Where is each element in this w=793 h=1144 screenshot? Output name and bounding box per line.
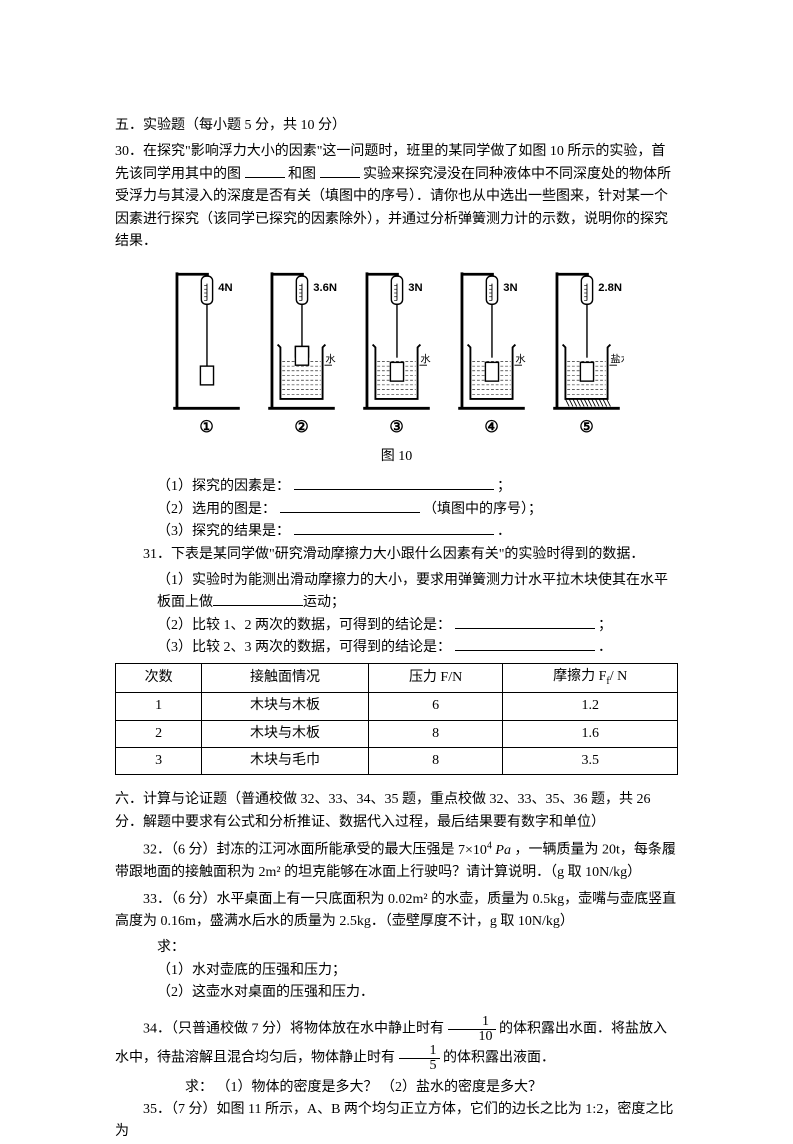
q31-sub1-b: 运动； <box>303 595 345 610</box>
table-cell: 8 <box>368 720 503 747</box>
table-cell: 6 <box>368 693 503 720</box>
q31-sub2-blank <box>455 615 595 629</box>
q34-frac-1: 110 <box>448 1015 496 1044</box>
q30-sub3: （3）探究的结果是： ． <box>115 521 678 543</box>
q30-mid1: 和图 <box>288 167 316 182</box>
table-header: 接触面情况 <box>202 664 369 693</box>
figure-10-item-4: 3N 水 ④ <box>454 263 529 441</box>
table-cell: 1.2 <box>503 693 678 720</box>
figure-number-5: ⑤ <box>579 415 593 441</box>
q30-sub1-text: （1）探究的因素是： <box>157 479 290 494</box>
svg-text:3N: 3N <box>503 282 517 294</box>
figure-10-item-5: 2.8N 盐水 ⑤ <box>549 263 624 441</box>
svg-text:3.6N: 3.6N <box>313 282 337 294</box>
q30-sub2-blank <box>280 499 420 513</box>
q31-sub2: （2）比较 1、2 两次的数据，可得到的结论是： ； <box>115 615 678 637</box>
table-cell: 8 <box>368 748 503 775</box>
q31-sub2-end: ； <box>598 618 612 633</box>
svg-text:2.8N: 2.8N <box>598 282 622 294</box>
table-cell: 1 <box>116 693 202 720</box>
figure-10-item-2: 3.6N 水 ② <box>264 263 339 441</box>
table-header-row: 次数接触面情况压力 F/N摩擦力 Ff/ N <box>116 664 678 693</box>
q30-sub3-blank <box>294 521 494 535</box>
figure-number-4: ④ <box>484 415 498 441</box>
question-34: 34．（只普通校做 7 分）将物体放在水中静止时有 110 的体积露出水面．将盐… <box>115 1015 678 1073</box>
q30-sub1-blank <box>294 476 494 490</box>
figure-10-container: 4N ① 3.6N 水 ② 3N 水 ③ 3N 水 ④ 2.8N 盐水 ⑤ <box>115 263 678 441</box>
figure-number-3: ③ <box>389 415 403 441</box>
q34-f2-num: 1 <box>399 1044 440 1059</box>
figure-number-2: ② <box>294 415 308 441</box>
table-cell: 1.6 <box>503 720 678 747</box>
apparatus-svg-5: 2.8N 盐水 <box>549 263 624 413</box>
q34-f2-den: 5 <box>399 1059 440 1073</box>
figure-number-1: ① <box>199 415 213 441</box>
section-5-title: 五．实验题（每小题 5 分，共 10 分） <box>115 115 678 137</box>
table-header: 压力 F/N <box>368 664 503 693</box>
q32-formula: 7×104 Pa <box>458 843 511 858</box>
q32-text-a: 32．（6 分）封冻的江河冰面所能承受的最大压强是 <box>143 843 455 858</box>
q31-sub3-text: （3）比较 2、3 两次的数据，可得到的结论是： <box>157 640 451 655</box>
q33-sub2: （2）这壶水对桌面的压强和压力． <box>115 982 678 1004</box>
q34-ask: 求： （1）物体的密度是多大？ （2）盐水的密度是多大？ <box>115 1077 678 1099</box>
q31-sub1-blank <box>213 592 303 606</box>
svg-text:盐水: 盐水 <box>610 353 624 366</box>
q30-sub3-end: ． <box>497 524 511 539</box>
table-cell: 3 <box>116 748 202 775</box>
q34-text-a: 34．（只普通校做 7 分）将物体放在水中静止时有 <box>143 1021 444 1036</box>
table-row: 3木块与毛巾83.5 <box>116 748 678 775</box>
table-row: 2木块与木板81.6 <box>116 720 678 747</box>
q31-table: 次数接触面情况压力 F/N摩擦力 Ff/ N 1木块与木板61.22木块与木板8… <box>115 663 678 775</box>
q30-sub2-end: （填图中的序号）； <box>423 502 542 517</box>
q31-sub3: （3）比较 2、3 两次的数据，可得到的结论是： ． <box>115 637 678 659</box>
question-30: 30．在探究"影响浮力大小的因素"这一问题时，班里的某同学做了如图 10 所示的… <box>115 141 678 253</box>
q34-f1-den: 10 <box>448 1030 496 1044</box>
question-31-intro: 31．下表是某同学做"研究滑动摩擦力大小跟什么因素有关"的实验时得到的数据． <box>115 544 678 566</box>
q31-sub2-text: （2）比较 1、2 两次的数据，可得到的结论是： <box>157 618 451 633</box>
q31-sub1: （1）实验时为能测出滑动摩擦力的大小，要求用弹簧测力计水平拉木块使其在水平板面上… <box>115 570 678 615</box>
q30-sub2: （2）选用的图是： （填图中的序号）； <box>115 499 678 521</box>
q33-ask: 求： <box>115 937 678 959</box>
question-35: 35．（7 分）如图 11 所示，A、B 两个均匀正立方体，它们的边长之比为 1… <box>115 1099 678 1144</box>
figure-10-caption: 图 10 <box>115 446 678 468</box>
figure-10-item-3: 3N 水 ③ <box>359 263 434 441</box>
q33-sub1: （1）水对壶底的压强和压力； <box>115 960 678 982</box>
apparatus-svg-2: 3.6N 水 <box>264 263 339 413</box>
q30-sub1: （1）探究的因素是： ； <box>115 476 678 498</box>
q34-frac-2: 15 <box>399 1044 440 1073</box>
q30-sub2-text: （2）选用的图是： <box>157 502 276 517</box>
svg-text:水: 水 <box>420 354 431 366</box>
q31-sub3-end: ． <box>598 640 612 655</box>
q30-blank-1 <box>245 164 285 178</box>
table-header: 摩擦力 Ff/ N <box>503 664 678 693</box>
q30-sub3-text: （3）探究的结果是： <box>157 524 290 539</box>
svg-text:3N: 3N <box>408 282 422 294</box>
apparatus-svg-1: 4N <box>169 263 244 413</box>
table-cell: 木块与毛巾 <box>202 748 369 775</box>
q30-sub1-end: ； <box>497 479 511 494</box>
apparatus-svg-3: 3N 水 <box>359 263 434 413</box>
section-6-title: 六．计算与论证题（普通校做 32、33、34、35 题，重点校做 32、33、3… <box>115 789 678 834</box>
table-cell: 2 <box>116 720 202 747</box>
table-body: 1木块与木板61.22木块与木板81.63木块与毛巾83.5 <box>116 693 678 775</box>
figure-10-item-1: 4N ① <box>169 263 244 441</box>
q31-sub3-blank <box>455 637 595 651</box>
table-header: 次数 <box>116 664 202 693</box>
question-33-intro: 33．（6 分）水平桌面上有一只底面积为 0.02m² 的水壶，质量为 0.5k… <box>115 889 678 934</box>
apparatus-svg-4: 3N 水 <box>454 263 529 413</box>
q34-text-c: 的体积露出液面． <box>443 1050 555 1065</box>
table-row: 1木块与木板61.2 <box>116 693 678 720</box>
question-32: 32．（6 分）封冻的江河冰面所能承受的最大压强是 7×104 Pa ，一辆质量… <box>115 838 678 884</box>
q30-blank-2 <box>320 164 360 178</box>
table-cell: 木块与木板 <box>202 720 369 747</box>
svg-text:水: 水 <box>515 354 526 366</box>
table-cell: 木块与木板 <box>202 693 369 720</box>
svg-text:水: 水 <box>325 354 336 366</box>
table-cell: 3.5 <box>503 748 678 775</box>
svg-text:4N: 4N <box>218 282 232 294</box>
q34-f1-num: 1 <box>448 1015 496 1030</box>
